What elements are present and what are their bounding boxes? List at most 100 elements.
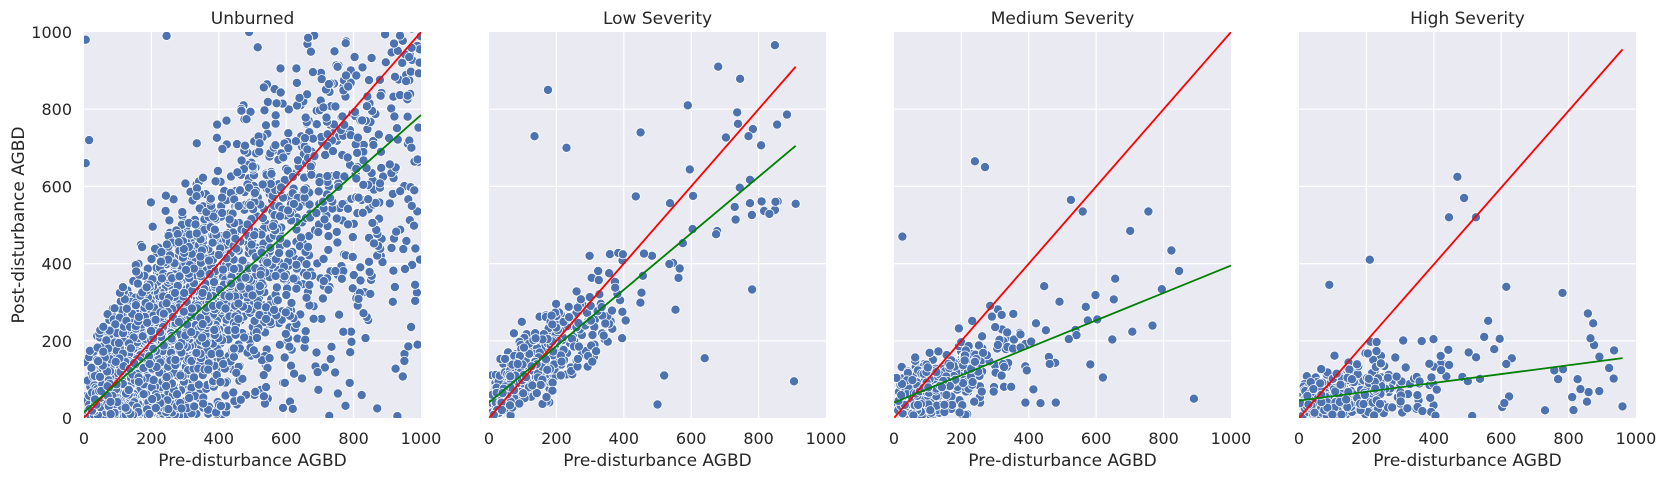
scatter-point xyxy=(756,196,767,207)
scatter-point xyxy=(1346,374,1357,385)
scatter-point xyxy=(347,283,358,294)
scatter-point xyxy=(573,341,584,352)
scatter-point xyxy=(1035,398,1046,409)
scatter-point xyxy=(1398,335,1409,346)
scatter-point xyxy=(384,198,395,209)
scatter-point xyxy=(970,356,981,367)
scatter-point xyxy=(304,279,315,290)
scatter-point xyxy=(287,171,298,182)
panel-low-severity: Low Severity 0 200 400 600 800 1000 Pre-disturb… xyxy=(484,9,846,471)
scatter-point xyxy=(327,146,338,157)
scatter-point xyxy=(175,370,186,381)
scatter-point xyxy=(160,190,171,201)
scatter-point xyxy=(504,400,515,411)
scatter-point xyxy=(275,87,286,98)
scatter-point xyxy=(275,63,286,74)
scatter-point xyxy=(338,326,349,337)
scatter-point xyxy=(332,237,343,248)
x-axis-label: Pre-disturbance AGBD xyxy=(1373,451,1561,471)
scatter-point xyxy=(150,402,161,413)
scatter-point xyxy=(587,356,598,367)
scatter-point xyxy=(1039,281,1050,292)
scatter-point xyxy=(639,248,650,259)
scatter-point xyxy=(177,207,188,218)
scatter-point xyxy=(257,179,268,190)
scatter-point xyxy=(339,171,350,182)
scatter-point xyxy=(180,178,191,189)
scatter-point xyxy=(156,273,167,284)
scatter-point xyxy=(1430,410,1441,418)
scatter-point xyxy=(673,272,684,283)
scatter-point xyxy=(516,316,527,327)
scatter-point xyxy=(373,129,384,140)
scatter-point xyxy=(978,347,989,358)
scatter-point xyxy=(610,282,621,293)
scatter-point xyxy=(412,339,421,350)
scatter-point xyxy=(389,71,400,82)
scatter-point xyxy=(1443,344,1454,355)
scatter-point xyxy=(508,328,519,339)
scatter-point xyxy=(197,172,208,183)
scatter-point xyxy=(284,341,295,352)
scatter-point xyxy=(747,124,758,135)
scatter-point xyxy=(992,339,1003,350)
scatter-point xyxy=(402,111,413,122)
scatter-point xyxy=(195,251,206,262)
scatter-point xyxy=(137,331,148,342)
x-tick-label: 600 xyxy=(1081,429,1112,448)
scatter-point xyxy=(280,307,291,318)
scatter-point xyxy=(232,167,243,178)
scatter-point xyxy=(713,61,724,72)
scatter-point xyxy=(967,315,978,326)
scatter-point xyxy=(665,198,676,209)
y-tick-label: 400 xyxy=(41,255,72,274)
scatter-point xyxy=(358,308,369,319)
scatter-point xyxy=(1395,396,1406,407)
panel-medium-severity: Medium Severity 0 200 400 600 800 1000 Pre-dist… xyxy=(889,9,1251,471)
scatter-point xyxy=(410,279,421,290)
scatter-point xyxy=(228,343,239,354)
scatter-point xyxy=(1358,399,1369,410)
scatter-point xyxy=(215,400,226,411)
scatter-point xyxy=(1424,358,1435,369)
scatter-point xyxy=(1302,390,1313,401)
y-tick-label: 0 xyxy=(62,409,72,428)
scatter-point xyxy=(1352,359,1363,370)
scatter-point xyxy=(1125,225,1136,236)
scatter-point xyxy=(324,410,335,418)
scatter-point xyxy=(217,143,228,154)
scatter-point xyxy=(1315,378,1326,389)
scatter-point xyxy=(271,282,282,293)
scatter-point xyxy=(105,396,116,407)
scatter-point xyxy=(237,373,248,384)
scatter-point xyxy=(130,300,141,311)
scatter-point xyxy=(113,338,124,349)
scatter-point xyxy=(340,38,351,49)
x-tick-label: 1000 xyxy=(1211,429,1252,448)
scatter-point xyxy=(1375,398,1386,409)
scatter-point xyxy=(1567,392,1578,403)
scatter-point xyxy=(295,232,306,243)
scatter-point xyxy=(337,22,346,31)
fit-line xyxy=(1299,357,1623,402)
scatter-point xyxy=(390,363,401,374)
scatter-point xyxy=(307,67,318,78)
scatter-point xyxy=(299,184,310,195)
scatter-point xyxy=(406,142,417,153)
scatter-point xyxy=(910,352,921,363)
scatter-point xyxy=(1431,384,1442,395)
scatter-point xyxy=(284,248,295,259)
scatter-point xyxy=(999,361,1010,372)
scatter-point xyxy=(1335,379,1346,390)
scatter-point xyxy=(392,411,403,418)
x-tick-label: 1000 xyxy=(806,429,847,448)
scatter-point xyxy=(203,364,214,375)
scatter-point xyxy=(145,197,156,208)
scatter-point xyxy=(399,263,410,274)
scatter-point xyxy=(323,284,334,295)
scatter-point xyxy=(674,263,685,274)
scatter-point xyxy=(637,270,648,281)
scatter-point xyxy=(389,111,400,122)
scatter-point xyxy=(235,281,246,292)
scatter-point xyxy=(120,402,131,413)
